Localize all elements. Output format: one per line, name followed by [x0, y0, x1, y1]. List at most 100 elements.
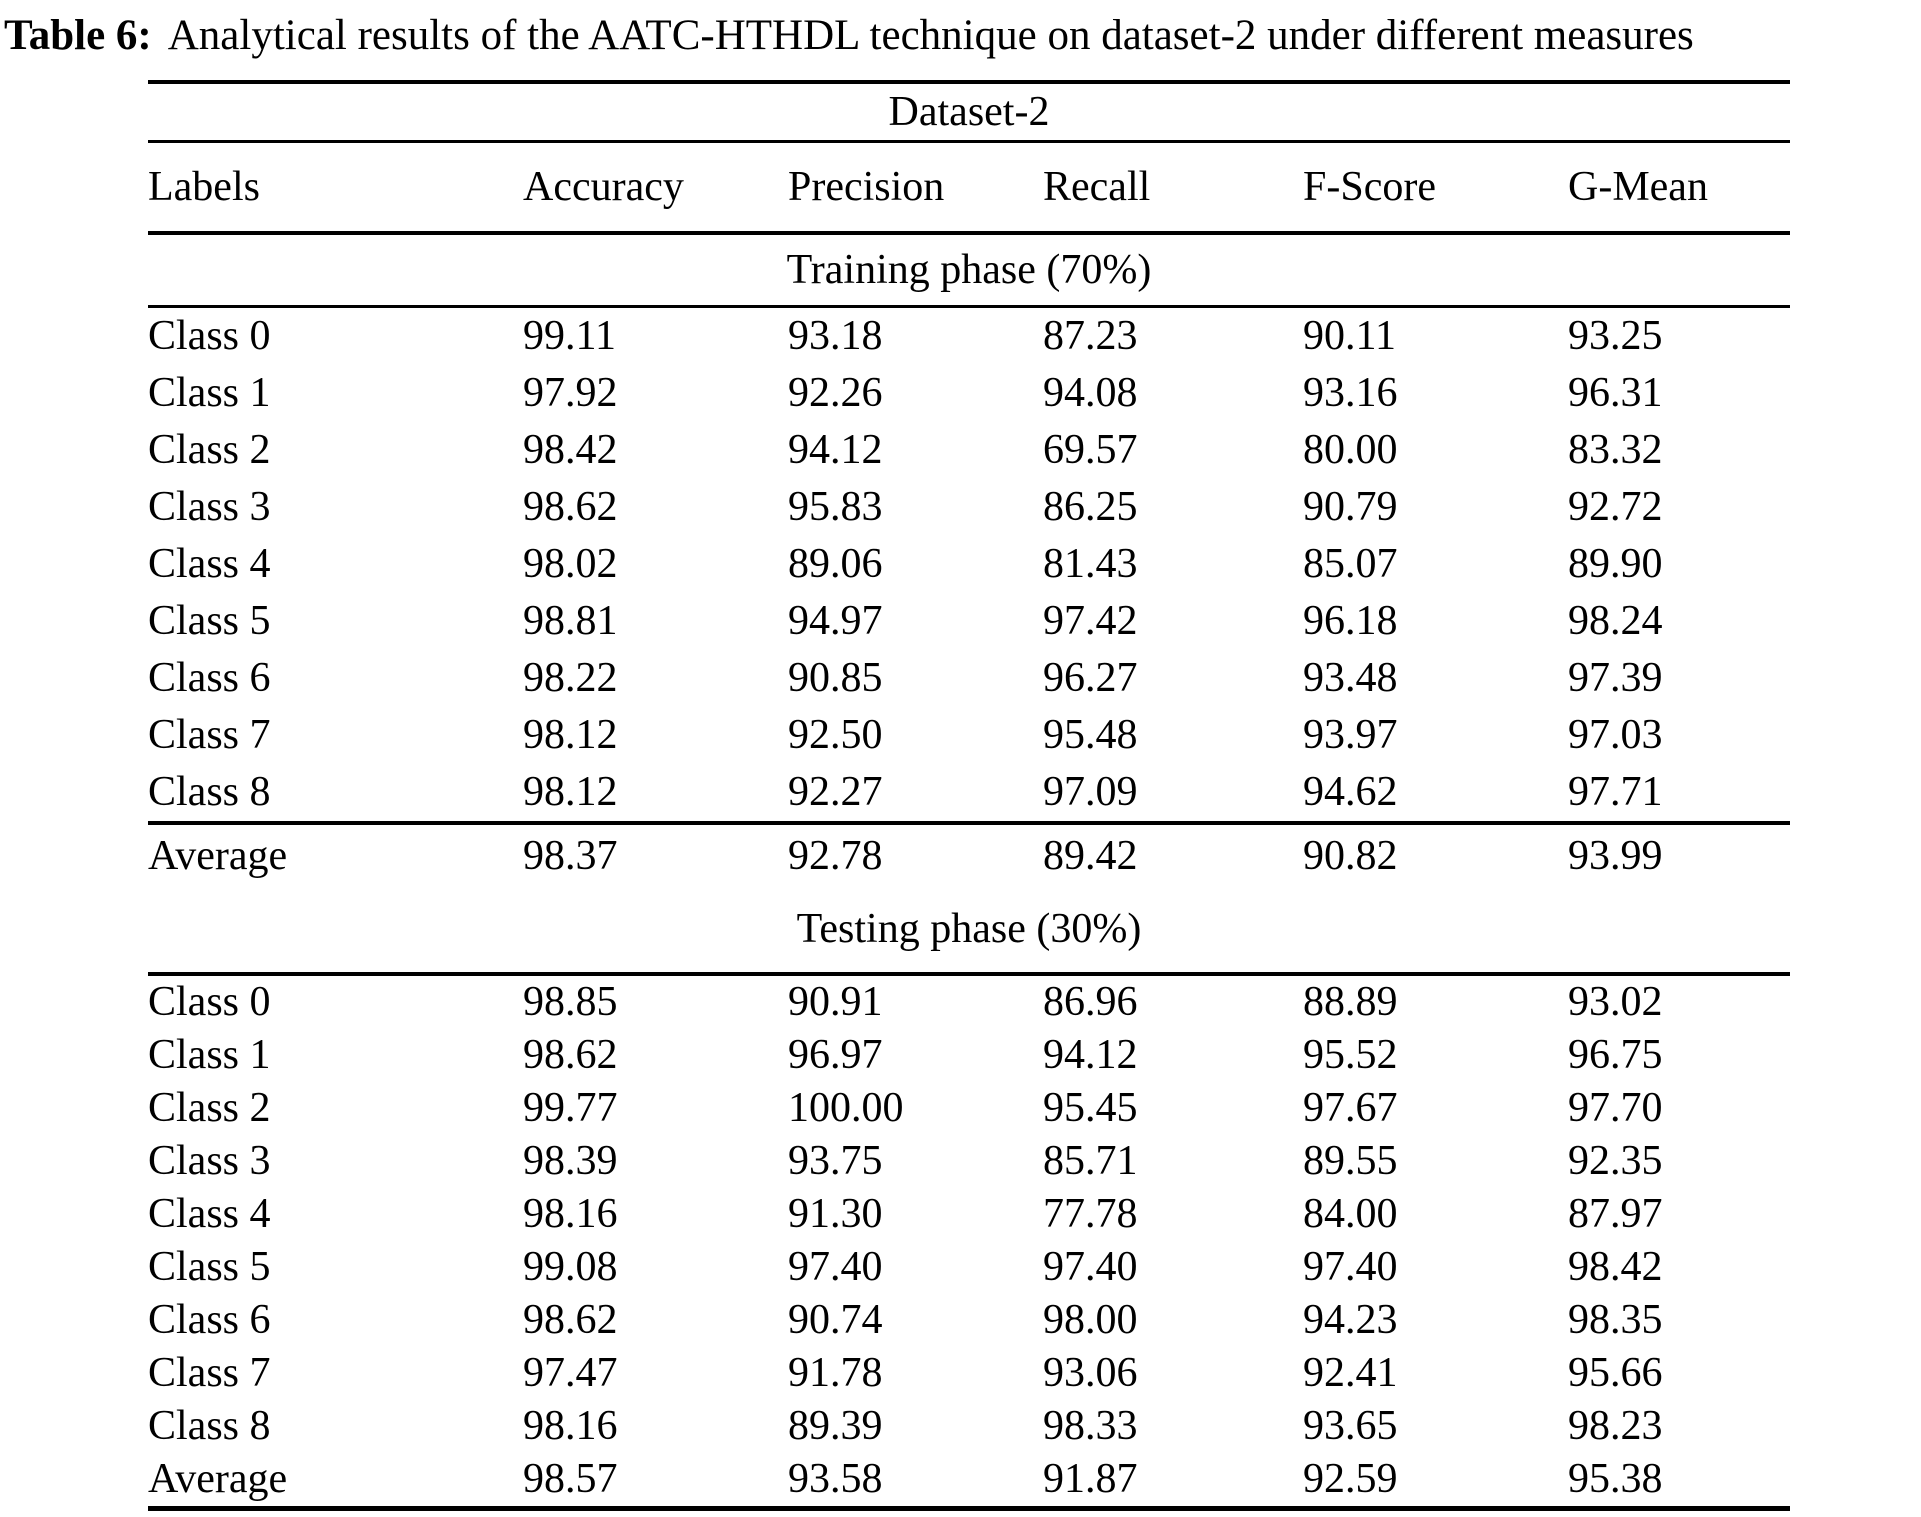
gmean-cell: 83.32 — [1568, 427, 1663, 473]
accuracy-cell: 97.92 — [523, 370, 618, 416]
precision-cell: 92.26 — [788, 370, 883, 416]
table-row: Class 0 99.11 93.18 87.23 90.11 93.25 — [148, 308, 1790, 365]
fscore-cell: 95.52 — [1303, 1032, 1398, 1078]
accuracy-cell: 98.16 — [523, 1191, 618, 1237]
col-header-labels: Labels — [148, 164, 260, 210]
recall-cell: 97.42 — [1043, 598, 1138, 644]
table-row: Class 6 98.22 90.85 96.27 93.48 97.39 — [148, 650, 1790, 707]
recall-cell: 95.48 — [1043, 712, 1138, 758]
accuracy-cell: 98.62 — [523, 484, 618, 530]
gmean-cell: 96.31 — [1568, 370, 1663, 416]
precision-cell: 91.78 — [788, 1350, 883, 1396]
gmean-cell: 97.70 — [1568, 1085, 1663, 1131]
fscore-cell: 92.41 — [1303, 1350, 1398, 1396]
recall-cell: 94.08 — [1043, 370, 1138, 416]
table-row: Class 6 98.62 90.74 98.00 94.23 98.35 — [148, 1294, 1790, 1347]
divider-rule — [148, 972, 1790, 976]
precision-cell: 93.58 — [788, 1456, 883, 1502]
table-row: Class 3 98.62 95.83 86.25 90.79 92.72 — [148, 479, 1790, 536]
divider-rule — [148, 140, 1790, 143]
fscore-cell: 90.79 — [1303, 484, 1398, 530]
accuracy-cell: 98.39 — [523, 1138, 618, 1184]
gmean-cell: 93.25 — [1568, 313, 1663, 359]
accuracy-cell: 98.16 — [523, 1403, 618, 1449]
recall-cell: 95.45 — [1043, 1085, 1138, 1131]
fscore-cell: 92.59 — [1303, 1456, 1398, 1502]
accuracy-cell: 99.08 — [523, 1244, 618, 1290]
gmean-cell: 93.99 — [1568, 833, 1663, 879]
caption-text: Analytical results of the AATC-HTHDL tec… — [167, 12, 1694, 59]
testing-phase-title: Testing phase (30%) — [796, 906, 1142, 952]
accuracy-cell: 98.62 — [523, 1297, 618, 1343]
recall-cell: 93.06 — [1043, 1350, 1138, 1396]
row-label: Class 0 — [148, 313, 271, 359]
accuracy-cell: 98.81 — [523, 598, 618, 644]
gmean-cell: 95.38 — [1568, 1456, 1663, 1502]
row-label: Class 3 — [148, 1138, 271, 1184]
row-label: Class 4 — [148, 1191, 271, 1237]
gmean-cell: 97.39 — [1568, 655, 1663, 701]
gmean-cell: 97.71 — [1568, 769, 1663, 815]
training-phase-title: Training phase (70%) — [786, 247, 1152, 293]
gmean-cell: 87.97 — [1568, 1191, 1663, 1237]
gmean-cell: 92.35 — [1568, 1138, 1663, 1184]
accuracy-cell: 98.62 — [523, 1032, 618, 1078]
accuracy-cell: 98.57 — [523, 1456, 618, 1502]
row-label: Class 7 — [148, 712, 271, 758]
gmean-cell: 92.72 — [1568, 484, 1663, 530]
table-row: Class 8 98.16 89.39 98.33 93.65 98.23 — [148, 1400, 1790, 1453]
row-label: Average — [148, 833, 288, 879]
gmean-cell: 98.24 — [1568, 598, 1663, 644]
recall-cell: 97.09 — [1043, 769, 1138, 815]
row-label: Class 4 — [148, 541, 271, 587]
precision-cell: 92.27 — [788, 769, 883, 815]
recall-cell: 89.42 — [1043, 833, 1138, 879]
recall-cell: 98.33 — [1043, 1403, 1138, 1449]
accuracy-cell: 98.22 — [523, 655, 618, 701]
accuracy-cell: 98.12 — [523, 769, 618, 815]
recall-cell: 86.25 — [1043, 484, 1138, 530]
row-label: Class 2 — [148, 427, 271, 473]
table-row: Class 8 98.12 92.27 97.09 94.62 97.71 — [148, 764, 1790, 821]
row-label: Class 6 — [148, 1297, 271, 1343]
caption-label: Table 6: — [4, 12, 152, 59]
recall-cell: 85.71 — [1043, 1138, 1138, 1184]
precision-cell: 90.85 — [788, 655, 883, 701]
precision-cell: 97.40 — [788, 1244, 883, 1290]
row-label: Class 0 — [148, 979, 271, 1025]
table-row: Class 2 98.42 94.12 69.57 80.00 83.32 — [148, 422, 1790, 479]
col-header-precision: Precision — [788, 164, 945, 210]
row-label: Class 5 — [148, 1244, 271, 1290]
col-header-accuracy: Accuracy — [523, 164, 684, 210]
precision-cell: 92.78 — [788, 833, 883, 879]
gmean-cell: 97.03 — [1568, 712, 1663, 758]
accuracy-cell: 97.47 — [523, 1350, 618, 1396]
table-row: Class 0 98.85 90.91 86.96 88.89 93.02 — [148, 976, 1790, 1029]
accuracy-cell: 98.37 — [523, 833, 618, 879]
recall-cell: 97.40 — [1043, 1244, 1138, 1290]
table-row: Class 1 98.62 96.97 94.12 95.52 96.75 — [148, 1029, 1790, 1082]
col-header-fscore: F-Score — [1303, 164, 1436, 210]
precision-cell: 89.39 — [788, 1403, 883, 1449]
recall-cell: 94.12 — [1043, 1032, 1138, 1078]
training-average-row: Average 98.37 92.78 89.42 90.82 93.99 — [148, 825, 1790, 887]
row-label: Class 8 — [148, 769, 271, 815]
fscore-cell: 93.65 — [1303, 1403, 1398, 1449]
col-header-recall: Recall — [1043, 164, 1151, 210]
table-caption: Table 6: Analytical results of the AATC-H… — [0, 0, 1921, 64]
fscore-cell: 94.23 — [1303, 1297, 1398, 1343]
precision-cell: 100.00 — [788, 1085, 904, 1131]
recall-cell: 77.78 — [1043, 1191, 1138, 1237]
gmean-cell: 98.23 — [1568, 1403, 1663, 1449]
fscore-cell: 85.07 — [1303, 541, 1398, 587]
precision-cell: 94.97 — [788, 598, 883, 644]
table-row: Class 5 98.81 94.97 97.42 96.18 98.24 — [148, 593, 1790, 650]
accuracy-cell: 98.12 — [523, 712, 618, 758]
precision-cell: 92.50 — [788, 712, 883, 758]
bottom-rule — [148, 1506, 1790, 1511]
recall-cell: 86.96 — [1043, 979, 1138, 1025]
dataset-header: Dataset-2 — [888, 89, 1050, 135]
row-label: Class 8 — [148, 1403, 271, 1449]
gmean-cell: 89.90 — [1568, 541, 1663, 587]
table-row: Class 7 98.12 92.50 95.48 93.97 97.03 — [148, 707, 1790, 764]
